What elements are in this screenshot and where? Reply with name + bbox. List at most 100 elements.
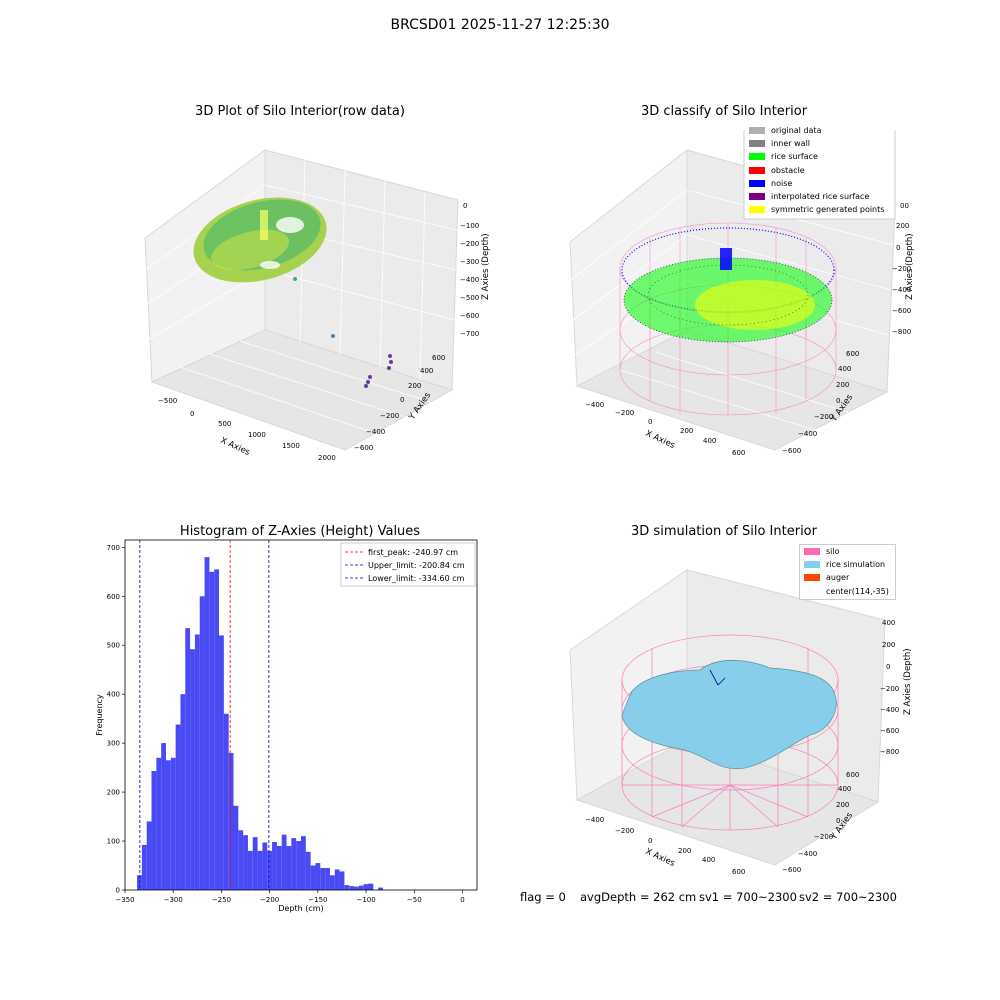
- hist-bar: [339, 871, 345, 890]
- figure-suptitle: BRCSD01 2025-11-27 12:25:30: [390, 17, 610, 33]
- p2-ztick: 0: [896, 244, 900, 252]
- hist-ytick-label: 0: [116, 887, 120, 895]
- p2-xlabel: X Axies: [644, 429, 677, 452]
- legend-swatch: [749, 193, 765, 201]
- p4-xtick: −200: [615, 827, 634, 835]
- p4-ytick: 200: [836, 801, 849, 809]
- panel4-3d-plot: −400 −200 0 200 400 600 −600 −400 −200 0…: [569, 569, 913, 876]
- legend-swatch: [749, 179, 765, 187]
- p1-ztick: −200: [460, 240, 479, 248]
- footer-avg-depth: avgDepth = 262 cm: [580, 890, 697, 904]
- hist-bar: [305, 851, 311, 890]
- hist-ytick-label: 100: [107, 838, 120, 846]
- hist-xticks: −350 −300 −250 −200 −150 −100 −50 0: [115, 890, 465, 904]
- hist-bar: [141, 844, 147, 890]
- hist-bar: [334, 869, 340, 890]
- hist-bar: [354, 886, 359, 890]
- p2-ytick: −600: [782, 447, 801, 455]
- hist-bar: [262, 842, 268, 890]
- legend-swatch: [804, 588, 820, 595]
- legend-swatch: [804, 548, 820, 556]
- legend-label: silo: [826, 547, 840, 557]
- hist-bar: [204, 557, 210, 890]
- hist-xtick-label: −200: [260, 896, 279, 904]
- hist-ytick-label: 300: [107, 740, 120, 748]
- hist-bar: [146, 821, 152, 890]
- legend-swatch: [804, 561, 820, 569]
- hist-bar: [194, 634, 200, 890]
- hist-bar: [378, 887, 383, 890]
- panel2-title: 3D classify of Silo Interior: [640, 104, 808, 119]
- hist-bar: [190, 649, 195, 890]
- hist-bar: [286, 845, 292, 890]
- p1-ytick: −200: [380, 412, 399, 420]
- p2-xtick: −200: [615, 409, 634, 417]
- p2-ytick: 0: [836, 397, 840, 405]
- panel4-title: 3D simulation of Silo Interior: [631, 524, 817, 539]
- hist-bar: [247, 850, 253, 890]
- hist-ytick-label: 200: [107, 789, 120, 797]
- p2-ytick: −400: [798, 430, 817, 438]
- legend-label: obstacle: [771, 165, 805, 175]
- hist-legend-box: [340, 542, 476, 587]
- p4-ztick: −600: [880, 727, 899, 735]
- p2-ytick: 200: [836, 381, 849, 389]
- hist-bar: [175, 724, 181, 890]
- p4-ztick: −400: [880, 706, 899, 714]
- hist-bar: [344, 885, 350, 890]
- p1-xtick: 1000: [248, 431, 266, 439]
- p4-xtick: 400: [702, 856, 715, 864]
- hist-bar: [214, 569, 220, 890]
- hist-bar: [156, 757, 162, 890]
- legend-label: symmetric generated points: [771, 205, 885, 215]
- p1-ztick: −700: [460, 330, 479, 338]
- p1-xlabel: X Axies: [219, 436, 252, 459]
- footer-sv1: sv1 = 700~2300: [699, 890, 797, 904]
- hist-xtick-label: −350: [115, 896, 134, 904]
- p4-xlabel: X Axies: [644, 847, 677, 870]
- hist-bar: [199, 596, 205, 890]
- hist-bar: [257, 850, 263, 890]
- p4-legend: silo rice simulation auger center(114,-3…: [799, 544, 896, 600]
- hist-vlines: [139, 540, 270, 890]
- panel2-3d-plot: −400 −200 0 200 400 600 −600 −400 −200 0…: [569, 130, 915, 457]
- hist-bar: [238, 830, 244, 890]
- p2-xtick: −400: [585, 401, 604, 409]
- p2-ztick: 200: [896, 222, 909, 230]
- p1-xtick: 2000: [318, 454, 336, 462]
- p2-ztick: −200: [892, 265, 911, 273]
- panel1-title: 3D Plot of Silo Interior(row data): [195, 104, 405, 119]
- hist-frame: [124, 539, 478, 891]
- p1-ytick: 600: [432, 354, 445, 362]
- p4-ytick: −600: [782, 866, 801, 874]
- p2-xtick: 200: [680, 427, 693, 435]
- p1-zlabel: Z Axies (Depth): [481, 233, 491, 300]
- p2-zlabel: Z Axies (Depth): [905, 233, 915, 300]
- p1-ztick: −400: [460, 276, 479, 284]
- legend-lower-limit: Lower_limit: -334.60 cm: [368, 574, 465, 583]
- p4-ytick: 600: [846, 771, 859, 779]
- hist-bar: [272, 842, 277, 890]
- hist-bar: [291, 838, 297, 890]
- hist-xtick-label: −250: [212, 896, 231, 904]
- legend-label: interpolated rice surface: [771, 192, 870, 202]
- hist-bar: [349, 886, 355, 890]
- hist-bar: [170, 757, 176, 890]
- hist-bar: [320, 867, 326, 890]
- legend-upper-limit: Upper_limit: -200.84 cm: [368, 561, 465, 570]
- p2-ytick: −200: [814, 413, 833, 421]
- hist-bar: [243, 835, 248, 890]
- panel3-histogram: −350 −300 −250 −200 −150 −100 −50 0 0 100 200 300 4…: [95, 539, 478, 913]
- p2-ztick: −600: [892, 307, 911, 315]
- hist-bar: [315, 863, 321, 890]
- legend-label: noise: [771, 178, 793, 188]
- hist-bar: [325, 867, 330, 890]
- hist-xtick-label: 0: [460, 896, 464, 904]
- hist-xlabel: Depth (cm): [278, 904, 323, 913]
- p4-xtick: 200: [678, 847, 691, 855]
- legend-swatch: [749, 166, 765, 174]
- hist-bar: [165, 760, 171, 890]
- p2-ztick-top: 00: [900, 202, 909, 210]
- legend-label: original data: [771, 126, 822, 136]
- legend-label: center(114,-35): [826, 586, 889, 596]
